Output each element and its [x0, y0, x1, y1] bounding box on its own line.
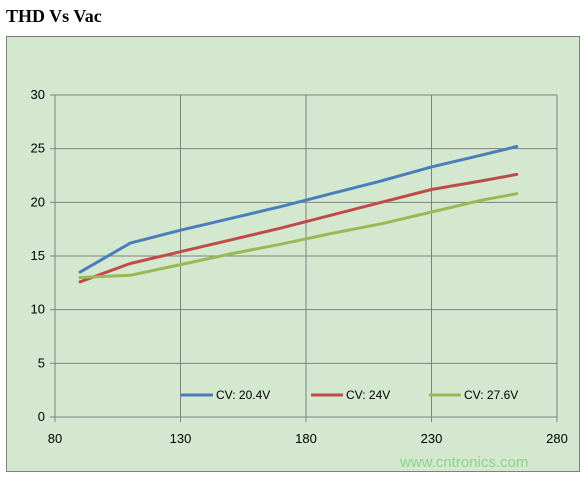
x-tick-label: 130 — [170, 431, 192, 446]
legend-label-1: CV: 20.4V — [216, 388, 270, 402]
series-line-3 — [78, 192, 519, 279]
x-tick-label: 80 — [48, 431, 62, 446]
x-tick-label: 280 — [546, 431, 568, 446]
legend-label-3: CV: 27.6V — [464, 388, 518, 402]
x-tick-label: 180 — [295, 431, 317, 446]
series-line-2 — [78, 172, 519, 284]
y-tick-label: 0 — [38, 409, 45, 424]
series-line-1 — [78, 145, 519, 274]
legend-label-2: CV: 24V — [346, 388, 390, 402]
y-tick-label: 20 — [31, 194, 45, 209]
y-tick-label: 5 — [38, 355, 45, 370]
y-tick-label: 15 — [31, 248, 45, 263]
chart-area: 0 5 10 15 20 25 30 80 130 180 230 280 CV: 20.4V CV: 2… — [6, 36, 580, 472]
watermark: www.cntronics.com — [400, 454, 529, 471]
y-tick-label: 10 — [31, 302, 45, 317]
line-chart: 0 5 10 15 20 25 30 80 130 180 230 280 CV: 20.4V CV: 2… — [31, 87, 568, 446]
y-tick-label: 30 — [31, 87, 45, 102]
y-tick-label: 25 — [31, 141, 45, 156]
chart-title: THD Vs Vac — [6, 6, 102, 26]
x-tick-label: 230 — [421, 431, 443, 446]
